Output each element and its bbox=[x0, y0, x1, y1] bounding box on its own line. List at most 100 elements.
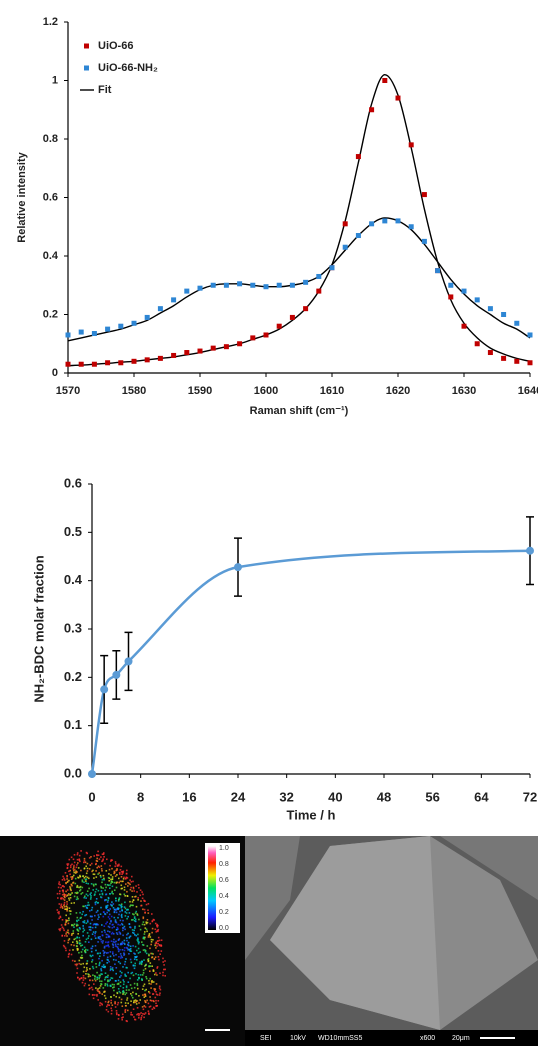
speckle bbox=[90, 892, 92, 894]
speckle bbox=[106, 908, 109, 911]
speckle bbox=[112, 941, 115, 943]
speckle bbox=[109, 887, 111, 889]
speckle bbox=[112, 907, 115, 909]
speckle bbox=[126, 967, 128, 969]
speckle bbox=[70, 876, 72, 878]
speckle bbox=[124, 878, 127, 880]
x-axis-label: Raman shift (cm⁻¹) bbox=[250, 405, 349, 417]
speckle bbox=[58, 903, 61, 905]
speckle bbox=[108, 980, 110, 982]
speckle bbox=[68, 893, 70, 895]
speckle bbox=[109, 884, 111, 886]
speckle bbox=[117, 943, 119, 946]
speckle bbox=[82, 927, 85, 930]
speckle bbox=[151, 920, 154, 922]
y-tick-label: 0.0 bbox=[64, 765, 82, 780]
speckle bbox=[82, 875, 85, 877]
data-point bbox=[316, 288, 322, 294]
speckle bbox=[93, 983, 95, 985]
speckle bbox=[83, 877, 86, 879]
speckle bbox=[103, 925, 106, 927]
speckle bbox=[136, 939, 139, 941]
speckle bbox=[127, 908, 129, 911]
speckle bbox=[119, 880, 122, 883]
speckle bbox=[120, 887, 123, 890]
speckle bbox=[105, 952, 108, 954]
speckle bbox=[79, 977, 81, 980]
speckle bbox=[142, 969, 145, 972]
speckle bbox=[91, 979, 94, 982]
speckle bbox=[101, 881, 103, 884]
speckle bbox=[144, 911, 146, 914]
speckle bbox=[94, 903, 97, 906]
speckle bbox=[125, 909, 128, 911]
speckle bbox=[164, 968, 166, 971]
speckle bbox=[101, 973, 103, 975]
speckle bbox=[100, 856, 102, 858]
speckle bbox=[105, 905, 108, 907]
speckle bbox=[109, 979, 111, 981]
speckle bbox=[91, 945, 94, 948]
speckle bbox=[144, 927, 147, 929]
speckle bbox=[138, 918, 140, 921]
speckle bbox=[86, 960, 89, 962]
speckle bbox=[134, 934, 136, 936]
speckle bbox=[98, 858, 101, 860]
speckle bbox=[100, 938, 102, 941]
speckle bbox=[137, 884, 140, 886]
speckle bbox=[148, 1012, 150, 1014]
speckle bbox=[151, 981, 153, 984]
speckle bbox=[133, 932, 135, 934]
speckle bbox=[127, 881, 129, 884]
speckle bbox=[79, 888, 82, 891]
speckle bbox=[124, 975, 127, 977]
x-tick-label: 56 bbox=[425, 789, 439, 804]
speckle bbox=[111, 943, 114, 945]
speckle bbox=[90, 950, 93, 953]
speckle bbox=[77, 898, 79, 900]
speckle bbox=[157, 956, 160, 958]
speckle bbox=[121, 956, 124, 959]
speckle bbox=[112, 958, 115, 961]
speckle bbox=[65, 882, 67, 885]
speckle bbox=[66, 867, 69, 870]
speckle bbox=[113, 889, 116, 891]
speckle bbox=[163, 964, 165, 966]
speckle bbox=[132, 945, 134, 947]
speckle bbox=[139, 894, 142, 897]
data-point bbox=[197, 348, 203, 354]
speckle bbox=[106, 906, 108, 908]
speckle bbox=[103, 947, 106, 949]
speckle bbox=[63, 879, 66, 881]
speckle bbox=[123, 893, 126, 896]
speckle bbox=[116, 874, 118, 876]
data-point bbox=[382, 78, 388, 83]
speckle bbox=[69, 913, 72, 915]
speckle bbox=[100, 940, 103, 943]
speckle bbox=[139, 951, 141, 953]
speckle bbox=[80, 916, 82, 919]
speckle bbox=[123, 954, 125, 956]
data-point bbox=[487, 350, 493, 356]
x-tick-label: 8 bbox=[137, 789, 144, 804]
speckle bbox=[82, 970, 85, 973]
speckle bbox=[76, 942, 78, 945]
speckle bbox=[149, 999, 152, 1002]
speckle bbox=[84, 949, 86, 952]
speckle bbox=[121, 916, 123, 919]
speckle bbox=[91, 947, 93, 950]
speckle bbox=[111, 931, 114, 934]
speckle bbox=[121, 887, 123, 890]
speckle bbox=[162, 971, 164, 974]
speckle bbox=[78, 927, 81, 929]
x-axis-label: Time / h bbox=[287, 807, 336, 822]
speckle bbox=[102, 859, 104, 862]
speckle bbox=[113, 938, 115, 941]
speckle bbox=[71, 877, 74, 879]
speckle bbox=[134, 1001, 137, 1004]
speckle bbox=[91, 961, 93, 963]
speckle bbox=[124, 895, 126, 897]
speckle bbox=[141, 1015, 143, 1017]
speckle bbox=[117, 961, 120, 963]
speckle bbox=[115, 869, 117, 872]
